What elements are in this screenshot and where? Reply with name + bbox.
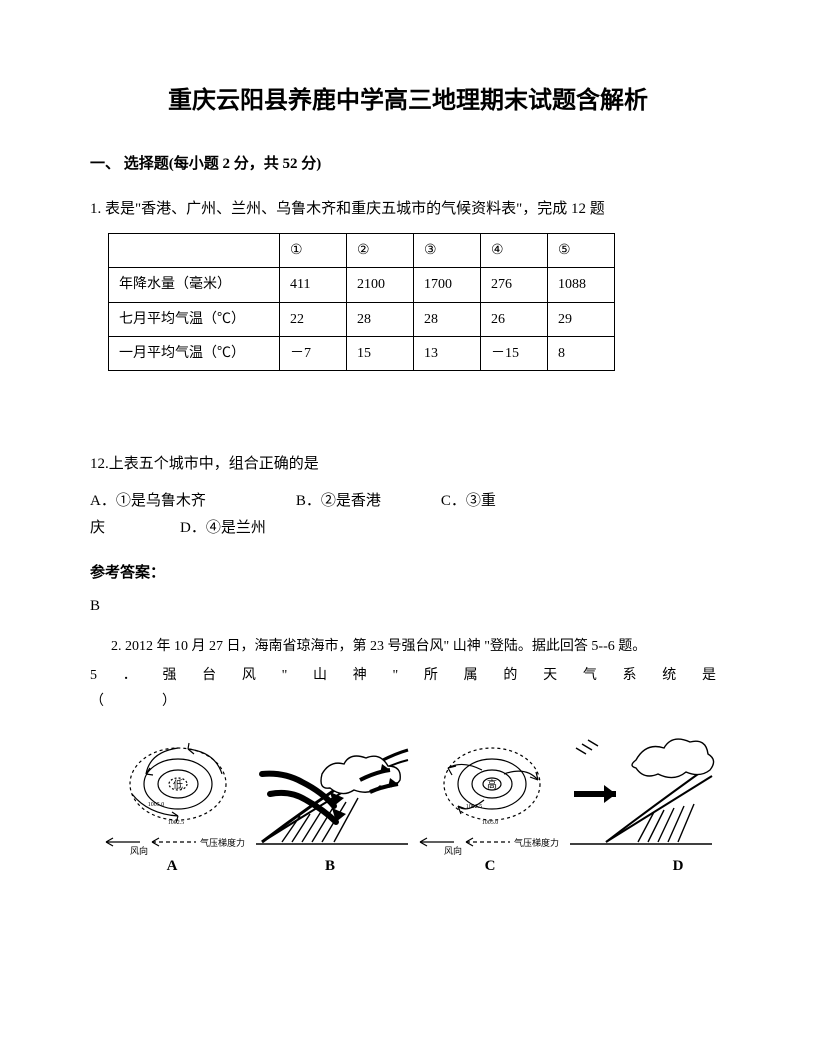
q5-text: 5．强台风"山神"所属的天气系统是 — [90, 663, 726, 690]
diagram-c-icon: 高 1002.5 1005.0 风向 气压梯度力 C — [414, 734, 564, 874]
climate-table: ① ② ③ ④ ⑤ 年降水量（毫米） 411 2100 1700 276 108… — [108, 233, 615, 371]
table-cell: 8 — [548, 336, 615, 370]
svg-text:1002.5: 1002.5 — [168, 820, 185, 826]
table-cell: 2100 — [347, 268, 414, 302]
q2-context: 2. 2012 年 10 月 27 日，海南省琼海市，第 23 号强台风" 山神… — [90, 634, 726, 661]
wind-label: 风向 — [130, 845, 148, 856]
table-cell: 七月平均气温（℃） — [109, 302, 280, 336]
table-header: ④ — [481, 234, 548, 268]
table-cell: 1088 — [548, 268, 615, 302]
q5-paren: （ ） — [90, 689, 726, 714]
table-cell: 15 — [347, 336, 414, 370]
answer-label: 参考答案： — [90, 560, 726, 587]
svg-text:1002.5: 1002.5 — [466, 804, 483, 810]
table-cell: 276 — [481, 268, 548, 302]
diagram-label: C — [485, 858, 496, 874]
page-title: 重庆云阳县养鹿中学高三地理期末试题含解析 — [90, 80, 726, 123]
q12-options: A．①是乌鲁木齐 B．②是香港 C．③重 庆 D．④是兰州 — [90, 488, 726, 542]
svg-text:1005.0: 1005.0 — [482, 820, 499, 826]
diagram-row: 低 1005.0 1002.5 风向 气压梯度力 A — [90, 734, 726, 874]
pressure-label: 气压梯度力 — [200, 837, 245, 848]
q1-intro: 1. 表是"香港、广州、兰州、乌鲁木齐和重庆五城市的气候资料表"，完成 12 题 — [90, 196, 726, 223]
diagram-label: B — [325, 858, 335, 874]
table-cell: 一月平均气温（℃） — [109, 336, 280, 370]
table-cell: 年降水量（毫米） — [109, 268, 280, 302]
table-cell: 22 — [280, 302, 347, 336]
pressure-label: 气压梯度力 — [514, 837, 559, 848]
table-header: ① — [280, 234, 347, 268]
answer-value: B — [90, 593, 726, 620]
diagram-d-icon: D — [566, 734, 716, 874]
option-line: 庆 D．④是兰州 — [90, 515, 726, 542]
table-cell: 28 — [347, 302, 414, 336]
table-cell: 26 — [481, 302, 548, 336]
diagram-label: A — [167, 858, 178, 874]
diagram-b-icon: B — [252, 734, 412, 874]
table-cell: －15 — [481, 336, 548, 370]
wind-label: 风向 — [444, 845, 462, 856]
q12-text: 12.上表五个城市中，组合正确的是 — [90, 451, 726, 478]
high-char: 高 — [487, 778, 497, 791]
table-header — [109, 234, 280, 268]
table-cell: 1700 — [414, 268, 481, 302]
option-line: A．①是乌鲁木齐 B．②是香港 C．③重 — [90, 488, 726, 515]
table-header: ③ — [414, 234, 481, 268]
table-cell: 29 — [548, 302, 615, 336]
svg-text:1005.0: 1005.0 — [148, 802, 165, 808]
low-char: 低 — [173, 778, 183, 791]
table-header: ② — [347, 234, 414, 268]
table-cell: 411 — [280, 268, 347, 302]
section-heading: 一、 选择题(每小题 2 分，共 52 分) — [90, 151, 726, 178]
table-header: ⑤ — [548, 234, 615, 268]
diagram-label: D — [673, 858, 684, 874]
table-cell: －7 — [280, 336, 347, 370]
table-cell: 13 — [414, 336, 481, 370]
table-cell: 28 — [414, 302, 481, 336]
diagram-a-icon: 低 1005.0 1002.5 风向 气压梯度力 A — [100, 734, 250, 874]
